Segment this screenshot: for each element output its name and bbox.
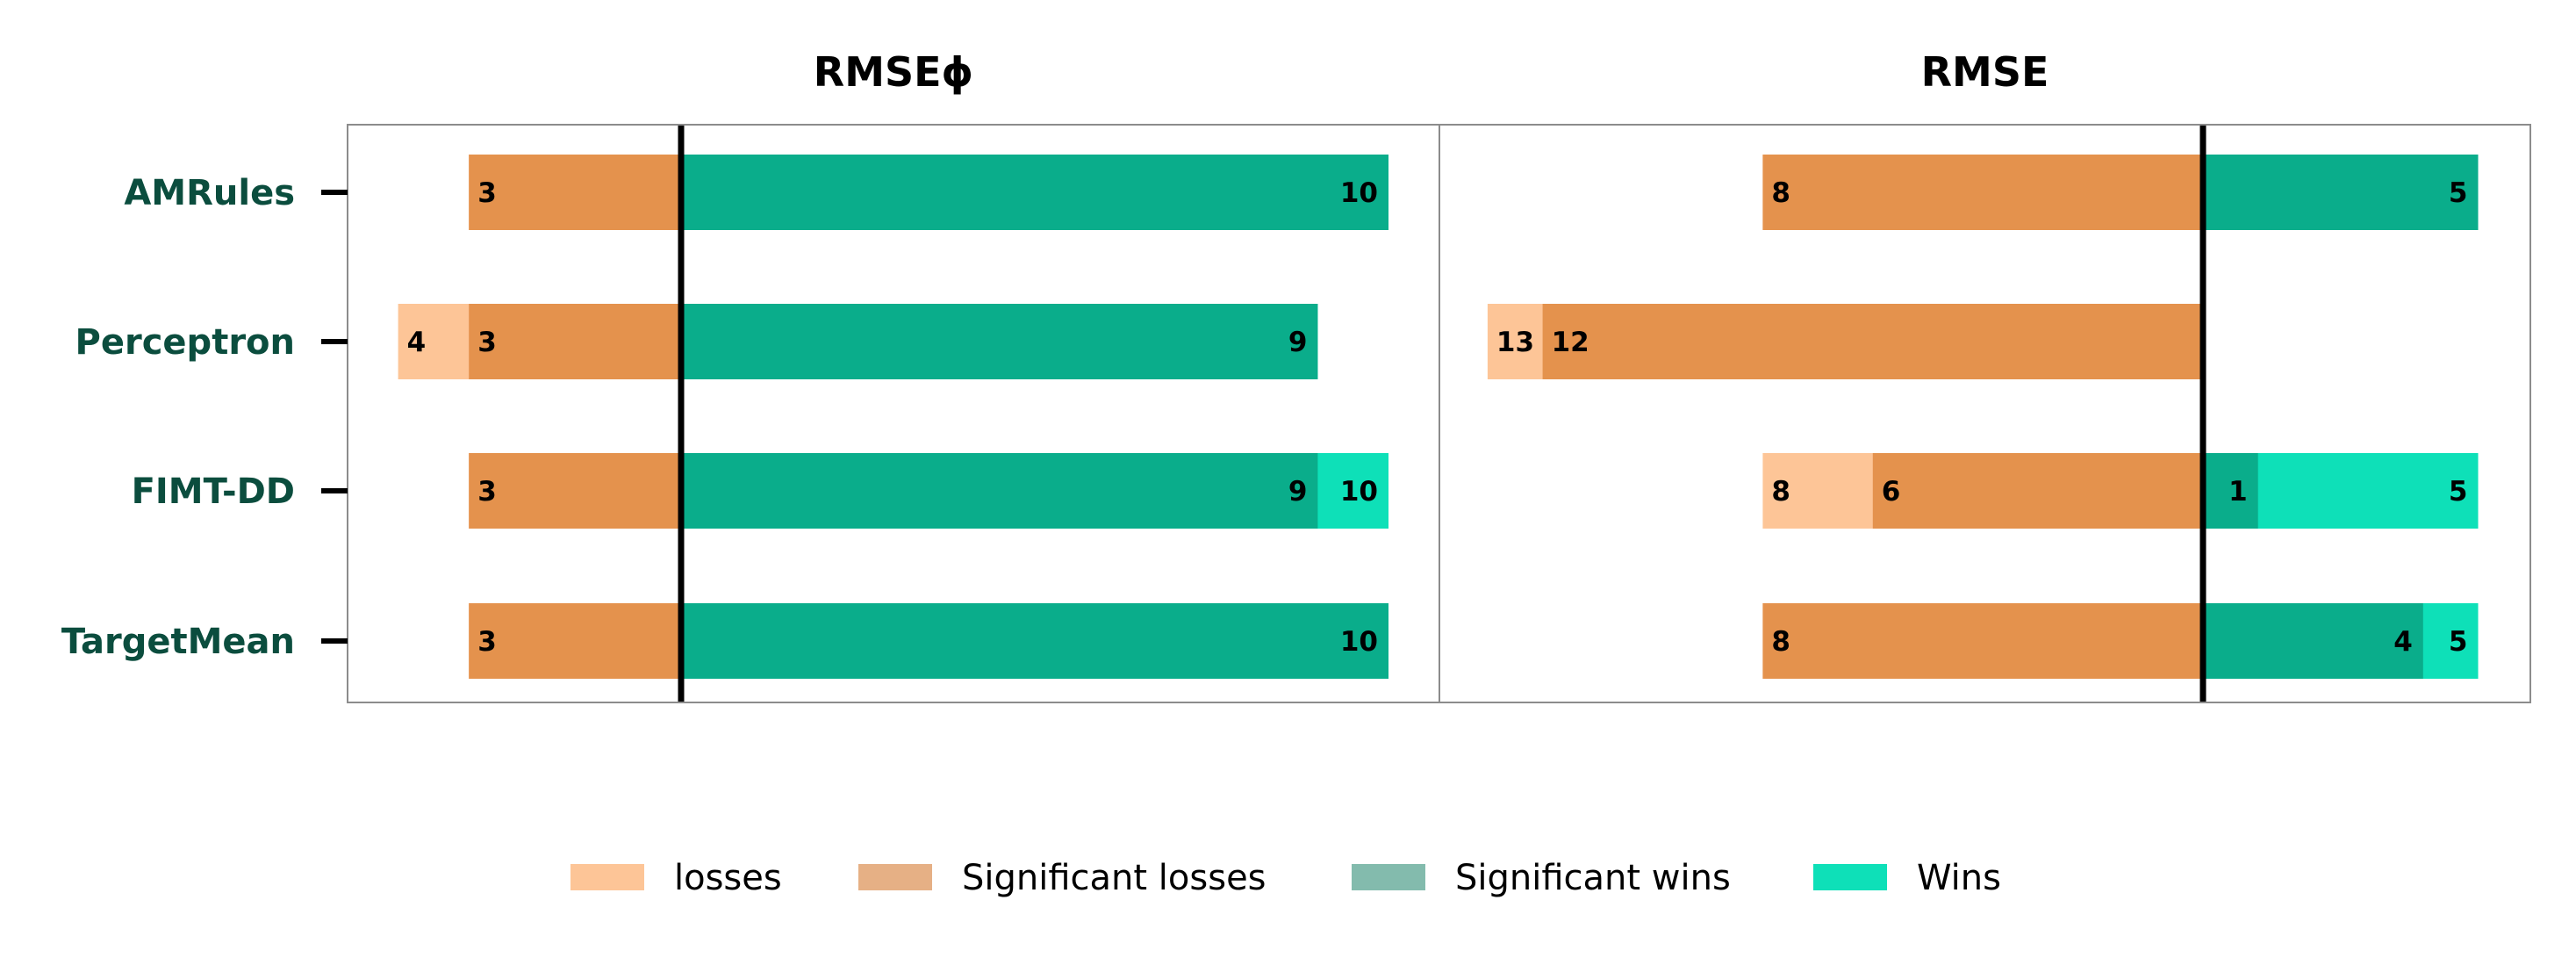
label-losses-perceptron: 4 xyxy=(407,327,427,358)
legend-swatch xyxy=(570,864,644,890)
legend-item-losses: losses xyxy=(570,858,782,898)
legend-swatch xyxy=(1352,864,1425,890)
panel-2: RMSE 8 5 13 12 8 6 1 5 8 4 5 xyxy=(1439,48,2531,703)
bar-significant-wins-perceptron xyxy=(681,304,1318,379)
chart-panels: RMSEϕ 3 10 4 3 9 3 9 10 3 10 RMSE 8 5 13 12 8 6 1 5 8 4 5 AMRul… xyxy=(61,48,2531,703)
bar-significant-losses-perceptron xyxy=(1542,304,2203,379)
panel-title: RMSE xyxy=(1921,48,2049,96)
legend-swatch xyxy=(858,864,932,890)
label-losses-perceptron: 13 xyxy=(1496,327,1534,358)
legend-label: Significant losses xyxy=(962,858,1266,898)
legend-label: losses xyxy=(674,858,782,898)
bar-significant-wins-targetmean xyxy=(2203,603,2423,679)
label-significant-losses-perceptron: 12 xyxy=(1552,327,1589,358)
label-significant-wins-targetmean: 10 xyxy=(1340,626,1378,658)
label-wins-fimt-dd: 5 xyxy=(2449,476,2468,508)
label-significant-losses-amrules: 3 xyxy=(477,177,497,209)
panel-1: RMSEϕ 3 10 4 3 9 3 9 10 3 10 xyxy=(347,48,1440,703)
legend-item-significant-losses: Significant losses xyxy=(858,858,1266,898)
bar-significant-wins-fimt-dd xyxy=(2203,453,2258,529)
y-tick-label-targetmean: TargetMean xyxy=(61,622,295,662)
y-tick-label-fimt-dd: FIMT-DD xyxy=(132,472,295,512)
y-axis: AMRules Perceptron FIMT-DD TargetMean xyxy=(61,173,348,662)
y-tick-label-amrules: AMRules xyxy=(124,173,295,213)
label-significant-losses-fimt-dd: 6 xyxy=(1882,476,1901,508)
legend-item-wins: Wins xyxy=(1813,858,2001,898)
label-wins-fimt-dd: 10 xyxy=(1340,476,1378,508)
panel-frame xyxy=(1439,124,2531,703)
bar-significant-wins-amrules xyxy=(681,155,1388,230)
legend-label: Significant wins xyxy=(1455,858,1731,898)
bar-significant-losses-fimt-dd xyxy=(469,453,681,529)
bar-significant-losses-perceptron xyxy=(469,304,681,379)
legend-swatch xyxy=(1813,864,1887,890)
bar-significant-losses-amrules xyxy=(469,155,681,230)
label-significant-losses-amrules: 8 xyxy=(1771,177,1790,209)
bar-significant-wins-targetmean xyxy=(681,603,1388,679)
label-significant-losses-perceptron: 3 xyxy=(477,327,497,358)
label-significant-wins-fimt-dd: 9 xyxy=(1288,476,1308,508)
legend-label: Wins xyxy=(1917,858,2001,898)
legend-item-significant-wins: Significant wins xyxy=(1352,858,1731,898)
bar-significant-losses-amrules xyxy=(1762,155,2203,230)
label-wins-targetmean: 5 xyxy=(2449,626,2468,658)
label-significant-wins-perceptron: 9 xyxy=(1288,327,1308,358)
bar-significant-losses-fimt-dd xyxy=(1872,453,2203,529)
legend: losses Significant losses Significant wins… xyxy=(570,858,2001,898)
label-losses-fimt-dd: 8 xyxy=(1771,476,1790,508)
panel-title: RMSEϕ xyxy=(814,48,973,96)
label-significant-losses-targetmean: 8 xyxy=(1771,626,1790,658)
label-significant-wins-targetmean: 4 xyxy=(2393,626,2413,658)
y-tick-label-perceptron: Perceptron xyxy=(75,322,295,363)
label-significant-losses-fimt-dd: 3 xyxy=(477,476,497,508)
bar-significant-wins-fimt-dd xyxy=(681,453,1318,529)
bar-significant-losses-targetmean xyxy=(1762,603,2203,679)
label-significant-losses-targetmean: 3 xyxy=(477,626,497,658)
bar-significant-losses-targetmean xyxy=(469,603,681,679)
label-significant-wins-fimt-dd: 1 xyxy=(2228,476,2248,508)
label-significant-wins-amrules: 5 xyxy=(2449,177,2468,209)
label-significant-wins-amrules: 10 xyxy=(1340,177,1378,209)
bar-significant-wins-amrules xyxy=(2203,155,2479,230)
